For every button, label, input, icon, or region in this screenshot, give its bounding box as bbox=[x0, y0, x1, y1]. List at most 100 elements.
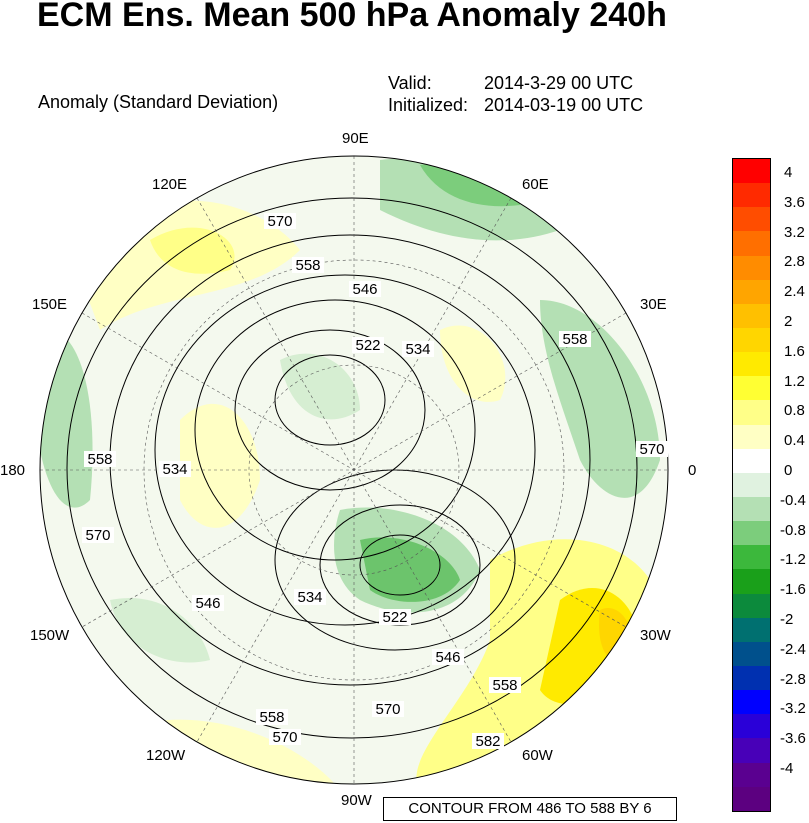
longitude-label: 180 bbox=[0, 462, 26, 479]
colorbar-bin bbox=[733, 665, 770, 691]
contour-label-text: 522 bbox=[382, 609, 407, 626]
contour-label: 558 bbox=[489, 677, 521, 694]
map-boundary bbox=[39, 155, 669, 785]
contour-label-text: 558 bbox=[295, 257, 320, 274]
colorbar-bin bbox=[733, 303, 770, 328]
colorbar-bin bbox=[733, 641, 770, 666]
longitude-label: 120E bbox=[152, 176, 188, 193]
longitude-label: 60W bbox=[522, 747, 553, 764]
anomaly-negative-shading bbox=[110, 598, 210, 663]
colorbar-bin bbox=[733, 448, 770, 473]
contour-label: 570 bbox=[372, 701, 404, 718]
colorbar-label: -0.4 bbox=[780, 491, 806, 509]
colorbar-label: 1.2 bbox=[784, 372, 805, 390]
contour-label: 522 bbox=[352, 337, 384, 354]
colorbar-bin bbox=[733, 424, 770, 449]
contour-label-text: 534 bbox=[297, 589, 322, 606]
colorbar-label: -2 bbox=[780, 611, 794, 628]
longitude-label: 0 bbox=[688, 462, 697, 479]
contour-label-text: 534 bbox=[162, 461, 187, 478]
colorbar-label: 0.8 bbox=[784, 402, 805, 420]
contour-label-text: 570 bbox=[272, 729, 297, 746]
contour-label-text: 546 bbox=[195, 595, 220, 612]
colorbar-label: -1.2 bbox=[780, 551, 806, 569]
colorbar-bin bbox=[733, 496, 770, 522]
contour-label-text: 582 bbox=[475, 733, 500, 750]
valid-value: 2014-3-29 00 UTC bbox=[484, 73, 634, 93]
contour-label: 534 bbox=[294, 589, 326, 606]
longitude-label: 30E bbox=[640, 296, 667, 313]
colorbar-bin bbox=[733, 738, 770, 763]
graticule bbox=[40, 156, 668, 784]
colorbar-bin bbox=[733, 617, 770, 642]
colorbar bbox=[732, 158, 771, 812]
longitude-label: 120W bbox=[146, 747, 186, 764]
contour-label: 558 bbox=[559, 331, 591, 348]
anomaly-positive-shading bbox=[150, 227, 235, 274]
contour-note: CONTOUR FROM 486 TO 588 BY 6 bbox=[383, 797, 677, 821]
colorbar-label: 2.8 bbox=[784, 253, 805, 271]
colorbar-bin bbox=[733, 327, 770, 353]
contour-label-text: 570 bbox=[375, 701, 400, 718]
initialized-label: Initialized: bbox=[388, 95, 469, 115]
contour-label-text: 558 bbox=[87, 451, 112, 468]
contour-label: 570 bbox=[269, 729, 301, 746]
colorbar-label: -4 bbox=[780, 760, 794, 777]
contour-label-text: 570 bbox=[267, 213, 292, 230]
colorbar-bin bbox=[733, 786, 770, 811]
colorbar-bin bbox=[733, 207, 770, 232]
colorbar-label: 3.2 bbox=[784, 223, 805, 241]
colorbar-label: -3.6 bbox=[780, 730, 806, 748]
anomaly-negative-shading bbox=[360, 537, 460, 602]
colorbar-label: -1.6 bbox=[780, 581, 806, 599]
longitude-label: 30W bbox=[640, 627, 671, 644]
colorbar-label: 0 bbox=[784, 462, 793, 479]
contour-label: 570 bbox=[636, 441, 668, 458]
colorbar-bin bbox=[733, 690, 770, 715]
anomaly-positive-shading bbox=[440, 325, 506, 402]
anomaly-negative-shading bbox=[280, 353, 360, 420]
longitude-label: 150E bbox=[32, 296, 68, 313]
contour-label: 570 bbox=[264, 213, 296, 230]
initialized-value: 2014-03-19 00 UTC bbox=[484, 95, 644, 115]
anomaly-negative-shading bbox=[540, 300, 660, 498]
colorbar-label: 4 bbox=[784, 164, 793, 181]
anomaly-negative-shading bbox=[420, 164, 520, 207]
contour-label: 558 bbox=[292, 257, 324, 274]
colorbar-bin bbox=[733, 352, 770, 377]
map-subtitle: Anomaly (Standard Deviation) bbox=[38, 92, 279, 112]
contour-label: 558 bbox=[256, 709, 288, 726]
colorbar-label: -2.8 bbox=[780, 670, 806, 688]
colorbar-bin bbox=[733, 159, 770, 184]
colorbar-label: 3.6 bbox=[784, 193, 805, 211]
colorbar-label: -0.8 bbox=[780, 521, 806, 539]
colorbar-bin bbox=[733, 569, 770, 594]
contour-label-text: 558 bbox=[259, 709, 284, 726]
run-metadata: Valid: 2014-3-29 00 UTC Initialized: 2014-… bbox=[388, 72, 643, 116]
contour-label-text: 570 bbox=[639, 441, 664, 458]
contour-label: 546 bbox=[432, 649, 464, 666]
colorbar-label: 2.4 bbox=[784, 283, 805, 301]
longitude-label: 60E bbox=[522, 176, 549, 193]
colorbar-bin bbox=[733, 255, 770, 280]
colorbar-bin bbox=[733, 376, 770, 401]
contour-label: 534 bbox=[402, 341, 434, 358]
contour-label-text: 558 bbox=[562, 331, 587, 348]
map-title: ECM Ens. Mean 500 hPa Anomaly 240h bbox=[37, 0, 667, 34]
colorbar-bin bbox=[733, 279, 770, 304]
contour-label: 522 bbox=[379, 609, 411, 626]
contour-label-text: 546 bbox=[435, 649, 460, 666]
contour-label-text: 570 bbox=[85, 527, 110, 544]
contour-label-text: 558 bbox=[492, 677, 517, 694]
colorbar-bin bbox=[733, 183, 770, 208]
colorbar-bin bbox=[733, 593, 770, 618]
longitude-label: 90E bbox=[342, 130, 369, 147]
colorbar-label: -2.4 bbox=[780, 640, 806, 658]
colorbar-bin bbox=[733, 400, 770, 425]
colorbar-bin bbox=[733, 472, 770, 497]
valid-label: Valid: bbox=[388, 73, 432, 93]
colorbar-label: 1.6 bbox=[784, 342, 805, 360]
contour-label-text: 534 bbox=[405, 341, 430, 358]
colorbar-label: -3.2 bbox=[780, 700, 806, 718]
